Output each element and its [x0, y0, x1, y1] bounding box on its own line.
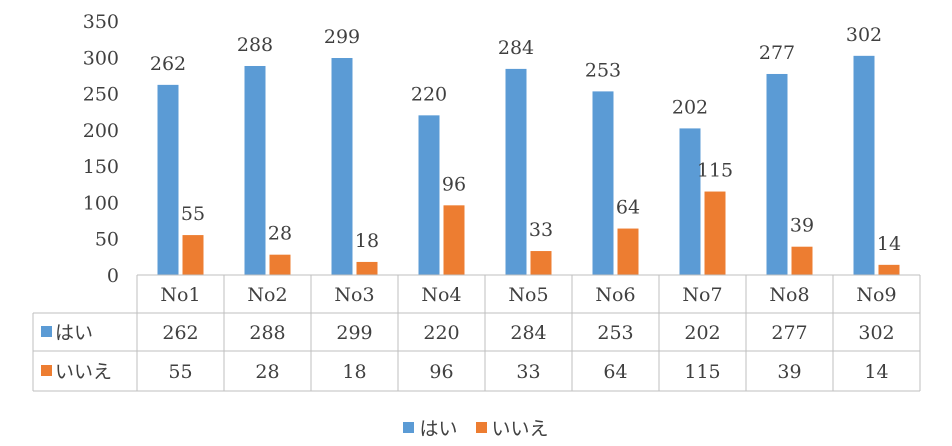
category-label-No6: No6 — [595, 284, 635, 306]
legend-swatch-iie — [475, 422, 487, 433]
table-cell-iie-No8: 39 — [777, 361, 801, 383]
legend-item-hai: はい — [403, 414, 457, 441]
data-label-hai-No4: 220 — [411, 83, 447, 105]
data-label-iie-No6: 64 — [616, 197, 640, 219]
data-label-hai-No8: 277 — [759, 42, 795, 64]
table-cell-iie-No1: 55 — [168, 361, 192, 383]
data-label-iie-No1: 55 — [181, 203, 205, 225]
table-cell-hai-No1: 262 — [162, 322, 198, 344]
legend-label-hai: はい — [419, 418, 458, 440]
legend-item-iie: いいえ — [475, 414, 549, 441]
bar-iie-No8 — [791, 246, 813, 275]
category-label-No5: No5 — [508, 284, 548, 306]
table-series-name-hai: はい — [55, 322, 93, 344]
bar-iie-No2 — [269, 254, 291, 275]
bar-iie-No6 — [617, 228, 639, 275]
legend-label-iie: いいえ — [491, 418, 549, 440]
bar-iie-No5 — [530, 251, 552, 275]
y-tick-label-1: 50 — [95, 229, 119, 251]
table-cell-hai-No4: 220 — [423, 322, 459, 344]
bar-iie-No3 — [356, 261, 378, 275]
data-label-iie-No3: 18 — [355, 230, 379, 252]
bar-hai-No1 — [157, 84, 179, 275]
y-tick-label-3: 150 — [83, 156, 119, 178]
table-swatch-hai — [41, 326, 52, 337]
bar-iie-No9 — [878, 264, 900, 275]
data-label-iie-No5: 33 — [529, 219, 553, 241]
data-label-hai-No1: 262 — [150, 53, 186, 75]
bar-hai-No2 — [244, 65, 266, 275]
table-cell-iie-No5: 33 — [516, 361, 540, 383]
category-label-No4: No4 — [421, 284, 461, 306]
data-label-hai-No7: 202 — [672, 96, 708, 118]
data-label-iie-No4: 96 — [442, 173, 466, 195]
table-cell-iie-No9: 14 — [864, 361, 888, 383]
y-tick-label-5: 250 — [83, 84, 119, 106]
category-label-No1: No1 — [160, 284, 200, 306]
table-cell-iie-No3: 18 — [342, 361, 366, 383]
data-label-iie-No7: 115 — [697, 160, 733, 182]
table-cell-iie-No2: 28 — [255, 361, 279, 383]
bar-hai-No8 — [766, 73, 788, 275]
table-cell-iie-No7: 115 — [684, 361, 720, 383]
table-cell-hai-No2: 288 — [249, 322, 285, 344]
legend-swatch-hai — [403, 422, 415, 433]
bar-hai-No7 — [679, 128, 701, 275]
data-label-hai-No5: 284 — [498, 37, 534, 59]
data-label-hai-No6: 253 — [585, 59, 621, 81]
category-label-No2: No2 — [247, 284, 287, 306]
y-tick-label-2: 100 — [83, 192, 119, 214]
bar-hai-No3 — [331, 58, 353, 275]
table-cell-iie-No4: 96 — [429, 361, 453, 383]
bar-hai-No5 — [505, 68, 527, 275]
table-cell-iie-No6: 64 — [603, 361, 627, 383]
table-cell-hai-No6: 253 — [597, 322, 633, 344]
data-label-hai-No2: 288 — [237, 34, 273, 56]
data-label-hai-No9: 302 — [846, 24, 882, 46]
category-label-No3: No3 — [334, 284, 374, 306]
bar-iie-No4 — [443, 205, 465, 275]
data-label-iie-No9: 14 — [877, 233, 901, 255]
category-label-No9: No9 — [856, 284, 896, 306]
legend: はい いいえ — [0, 414, 952, 441]
category-label-No8: No8 — [769, 284, 809, 306]
bar-hai-No9 — [853, 55, 875, 275]
table-cell-hai-No9: 302 — [858, 322, 894, 344]
data-label-iie-No8: 39 — [790, 215, 814, 237]
category-label-No7: No7 — [682, 284, 722, 306]
data-label-hai-No3: 299 — [324, 26, 360, 48]
table-cell-hai-No7: 202 — [684, 322, 720, 344]
table-series-name-iie: いいえ — [55, 361, 112, 383]
table-cell-hai-No5: 284 — [510, 322, 546, 344]
data-label-iie-No2: 28 — [268, 223, 292, 245]
y-tick-label-7: 350 — [83, 11, 119, 33]
bar-iie-No1 — [182, 235, 204, 275]
bar-hai-No4 — [418, 115, 440, 275]
y-tick-label-6: 300 — [83, 47, 119, 69]
y-tick-label-4: 200 — [83, 120, 119, 142]
table-swatch-iie — [41, 365, 52, 376]
bar-hai-No6 — [592, 91, 614, 275]
table-cell-hai-No8: 277 — [771, 322, 807, 344]
y-tick-label-0: 0 — [107, 265, 119, 287]
bar-iie-No7 — [704, 191, 726, 275]
table-cell-hai-No3: 299 — [336, 322, 372, 344]
